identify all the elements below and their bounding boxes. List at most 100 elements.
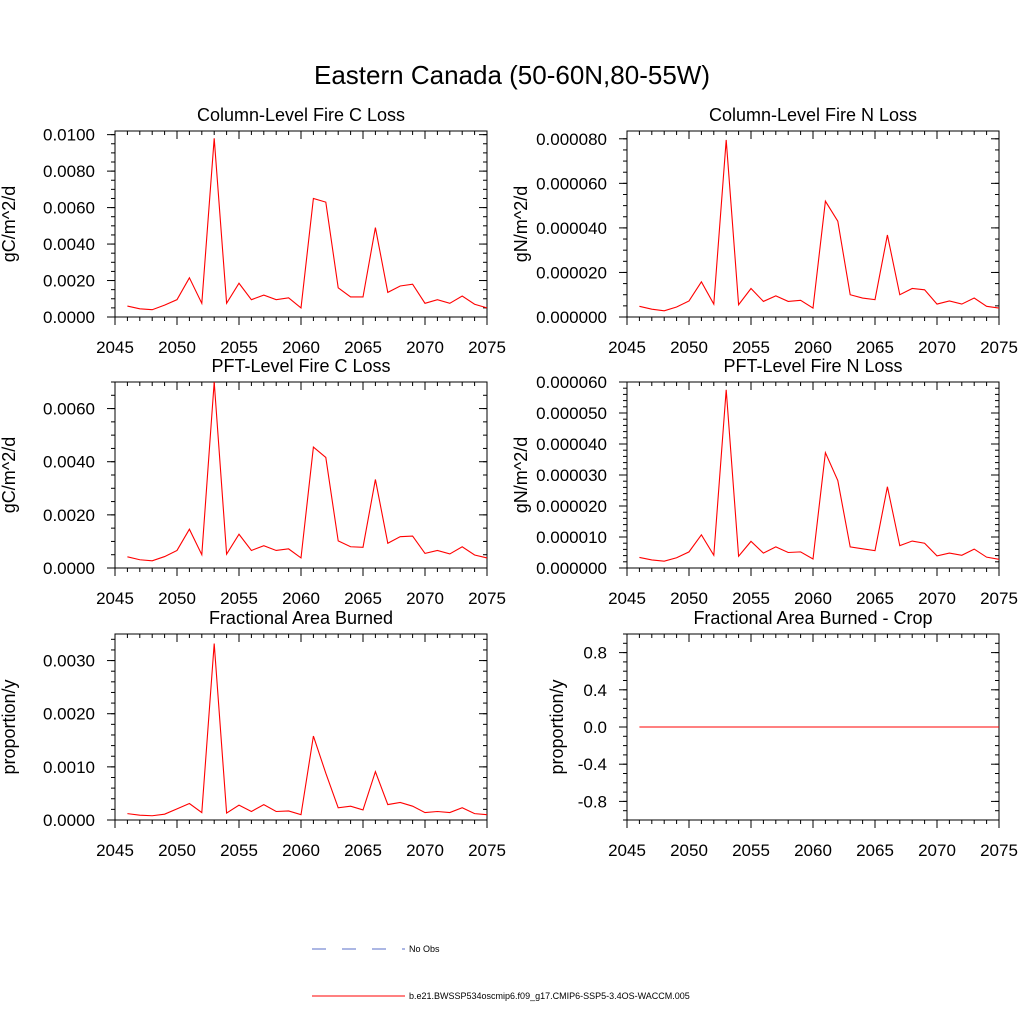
legend-item-no-obs: No Obs	[312, 944, 440, 954]
x-tick-label: 2045	[608, 841, 646, 860]
y-tick-label: 0.0000	[43, 811, 95, 830]
y-tick-label: 0.0040	[43, 453, 95, 472]
x-tick-label: 2045	[608, 589, 646, 608]
y-tick-label: 0.000010	[536, 528, 607, 547]
y-tick-label: 0.4	[583, 681, 607, 700]
plot-frame	[114, 381, 488, 569]
legend: No Obs b.e21.BWSSP534oscmip6.f09_g17.CMI…	[312, 944, 690, 1001]
y-tick-label: 0.000060	[536, 174, 607, 193]
y-axis-title: gN/m^2/d	[511, 186, 531, 262]
x-tick-label: 2055	[732, 589, 770, 608]
panel-title: Column-Level Fire N Loss	[709, 105, 917, 125]
y-tick-label: 0.0030	[43, 652, 95, 671]
y-tick-label: 0.0040	[43, 235, 95, 254]
x-tick-label: 2070	[918, 841, 956, 860]
plot-frame	[114, 633, 488, 821]
x-tick-label: 2075	[980, 338, 1018, 357]
y-tick-label: 0.000080	[536, 130, 607, 149]
plot-frame	[626, 381, 1000, 569]
x-tick-label: 2075	[980, 841, 1018, 860]
x-tick-label: 2050	[670, 589, 708, 608]
x-tick-label: 2060	[794, 841, 832, 860]
x-tick-label: 2065	[344, 338, 382, 357]
chart-panel-2: Column-Level Fire N Loss 2045 2050 2055 2060…	[511, 105, 1018, 357]
x-tick-label: 2055	[732, 338, 770, 357]
chart-panel-4: PFT-Level Fire N Loss 2045 2050 2055 2060 206…	[511, 356, 1018, 608]
y-tick-label: 0.000040	[536, 219, 607, 238]
y-tick-label: 0.000040	[536, 435, 607, 454]
y-tick-label: 0.0060	[43, 199, 95, 218]
panel-title: PFT-Level Fire N Loss	[723, 356, 902, 376]
legend-label-model: b.e21.BWSSP534oscmip6.f09_g17.CMIP6-SSP5…	[409, 991, 690, 1001]
figure-title: Eastern Canada (50-60N,80-55W)	[314, 60, 710, 90]
x-tick-label: 2055	[220, 589, 258, 608]
x-tick-label: 2060	[794, 589, 832, 608]
chart-panel-1: Column-Level Fire C Loss 2045 2050 2055 2060…	[0, 105, 506, 357]
x-tick-label: 2060	[794, 338, 832, 357]
y-tick-label: 0.0000	[43, 559, 95, 578]
y-tick-label: 0.0020	[43, 705, 95, 724]
y-tick-label: 0.0100	[43, 126, 95, 145]
x-tick-label: 2065	[344, 589, 382, 608]
y-tick-label: 0.0020	[43, 506, 95, 525]
y-tick-label: -0.8	[578, 792, 607, 811]
series-line	[639, 139, 1000, 312]
y-axis-title: gC/m^2/d	[0, 186, 19, 262]
y-tick-label: 0.0000	[43, 308, 95, 327]
y-tick-label: 0.8	[583, 644, 607, 663]
y-tick-label: 0.0080	[43, 162, 95, 181]
plot-frame	[114, 130, 488, 318]
x-tick-label: 2070	[918, 338, 956, 357]
x-tick-label: 2055	[220, 338, 258, 357]
panels: Column-Level Fire C Loss 2045 2050 2055 2060…	[0, 105, 1018, 860]
y-axis-title: gN/m^2/d	[511, 437, 531, 513]
x-tick-label: 2045	[96, 589, 134, 608]
x-tick-label: 2075	[468, 338, 506, 357]
legend-item-model: b.e21.BWSSP534oscmip6.f09_g17.CMIP6-SSP5…	[312, 991, 690, 1001]
chart-panel-3: PFT-Level Fire C Loss 2045 2050 2055 2060 206…	[0, 356, 506, 608]
x-tick-label: 2070	[406, 841, 444, 860]
y-tick-label: 0.000060	[536, 373, 607, 392]
chart-panel-6: Fractional Area Burned - Crop 2045 2050 205…	[547, 608, 1018, 860]
y-tick-label: -0.4	[578, 755, 607, 774]
y-tick-label: 0.0010	[43, 758, 95, 777]
y-tick-label: 0.000000	[536, 308, 607, 327]
x-tick-label: 2050	[158, 338, 196, 357]
y-tick-label: 0.000000	[536, 559, 607, 578]
x-tick-label: 2045	[96, 338, 134, 357]
x-tick-label: 2065	[856, 338, 894, 357]
x-tick-label: 2070	[406, 589, 444, 608]
panel-title: Fractional Area Burned - Crop	[693, 608, 932, 628]
panel-title: Column-Level Fire C Loss	[197, 105, 405, 125]
y-tick-label: 0.0	[583, 718, 607, 737]
x-tick-label: 2065	[856, 841, 894, 860]
y-tick-label: 0.000020	[536, 263, 607, 282]
series-line	[127, 643, 488, 817]
y-axis-title: proportion/y	[547, 679, 567, 774]
x-tick-label: 2065	[344, 841, 382, 860]
y-tick-label: 0.000030	[536, 466, 607, 485]
x-tick-label: 2045	[96, 841, 134, 860]
y-tick-label: 0.0020	[43, 272, 95, 291]
x-tick-label: 2055	[220, 841, 258, 860]
panel-title: PFT-Level Fire C Loss	[211, 356, 390, 376]
panel-title: Fractional Area Burned	[209, 608, 393, 628]
y-tick-label: 0.000020	[536, 497, 607, 516]
x-tick-label: 2045	[608, 338, 646, 357]
series-line	[127, 381, 488, 562]
x-tick-label: 2075	[980, 589, 1018, 608]
y-tick-label: 0.0060	[43, 400, 95, 419]
x-tick-label: 2055	[732, 841, 770, 860]
series-line	[127, 138, 488, 311]
x-tick-label: 2050	[158, 841, 196, 860]
x-tick-label: 2060	[282, 589, 320, 608]
x-tick-label: 2075	[468, 841, 506, 860]
x-tick-label: 2050	[670, 841, 708, 860]
x-tick-label: 2060	[282, 841, 320, 860]
x-tick-label: 2075	[468, 589, 506, 608]
x-tick-label: 2050	[670, 338, 708, 357]
y-axis-title: gC/m^2/d	[0, 437, 19, 513]
x-tick-label: 2065	[856, 589, 894, 608]
series-line	[639, 389, 1000, 562]
